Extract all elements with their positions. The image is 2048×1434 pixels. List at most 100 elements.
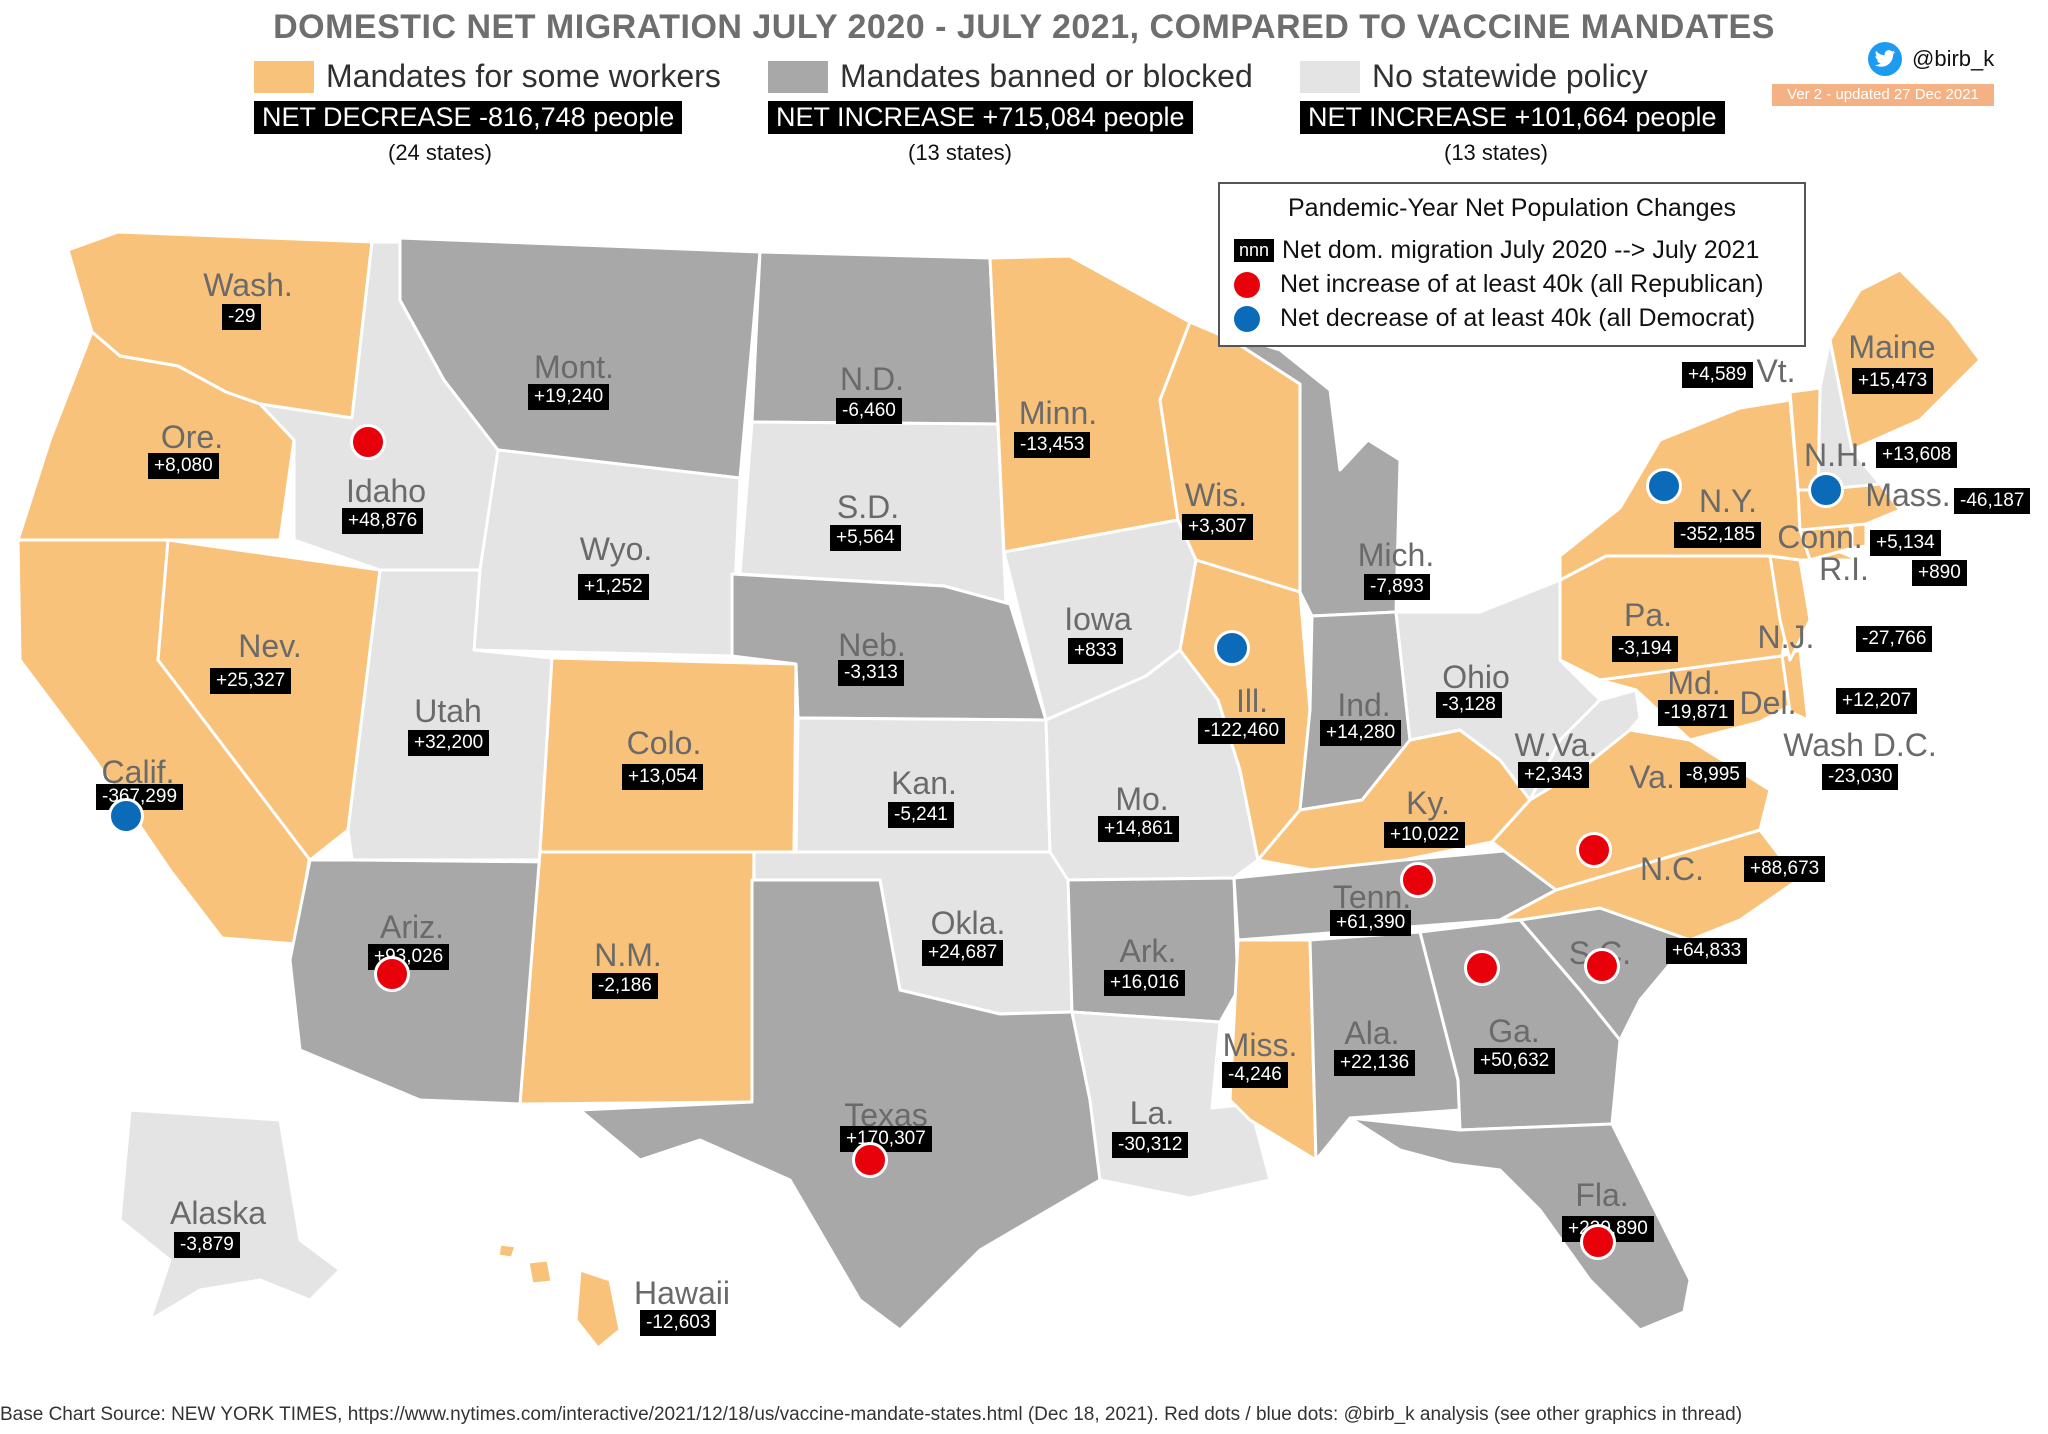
state-name-r-i: R.I. (1819, 551, 1869, 587)
state-name-conn: Conn. (1777, 519, 1862, 555)
state-name-neb: Neb. (838, 627, 906, 663)
state-shape-mich (1188, 320, 1402, 618)
legend-blue-text: Net decrease of at least 40k (all Democr… (1280, 304, 1756, 332)
state-name-n-y: N.Y. (1699, 483, 1757, 519)
twitter-handle: @birb_k (1912, 46, 1995, 71)
population-change-legend: Pandemic-Year Net Population Changes nnn… (1218, 182, 1806, 347)
state-shape-alaska (118, 1108, 342, 1322)
state-name-tenn: Tenn. (1333, 879, 1411, 915)
migration-value-md: -19,871 (1658, 700, 1735, 726)
net-change-badge: NET DECREASE -816,748 people (254, 101, 683, 134)
state-shape-texas (578, 878, 1102, 1332)
version-note: Ver 2 - updated 27 Dec 2021 (1772, 84, 1994, 106)
twitter-credit: @birb_k (1868, 42, 1994, 76)
state-name-ariz: Ariz. (380, 909, 444, 945)
migration-value-ga: +50,632 (1474, 1048, 1556, 1074)
blue-dot-calif (108, 798, 144, 834)
red-dot-s-c (1584, 948, 1620, 984)
red-dot-texas (852, 1142, 888, 1178)
migration-value-n-j: -27,766 (1856, 626, 1933, 652)
legend-row-blue: Net decrease of at least 40k (all Democr… (1234, 304, 1755, 333)
legend-migration-text: Net dom. migration July 2020 --> July 20… (1282, 236, 1760, 264)
migration-value-alaska: -3,879 (174, 1232, 240, 1258)
swatch-orange (254, 60, 314, 93)
migration-value-mont: +19,240 (528, 384, 610, 410)
legend-title: Pandemic-Year Net Population Changes (1288, 194, 1736, 222)
state-name-ind: Ind. (1337, 687, 1390, 723)
migration-value-okla: +24,687 (922, 940, 1004, 966)
migration-value-wash: -29 (222, 304, 262, 330)
legend-label: Mandates banned or blocked (840, 58, 1253, 94)
state-name-wash: Wash. (203, 267, 293, 303)
state-name-ore: Ore. (161, 419, 223, 455)
migration-value-wash-d-c: -23,030 (1822, 764, 1899, 790)
red-dot-ga (1464, 950, 1500, 986)
migration-value-mich: -7,893 (1364, 574, 1430, 600)
state-name-la: La. (1130, 1095, 1174, 1131)
legend-mandates-banned: Mandates banned or blocked NET INCREASE … (768, 58, 1253, 165)
legend-label: Mandates for some workers (326, 58, 721, 94)
state-shape-wyo (472, 448, 742, 658)
state-name-ga: Ga. (1488, 1013, 1540, 1049)
state-name-pa: Pa. (1624, 597, 1672, 633)
state-name-wis: Wis. (1185, 477, 1247, 513)
migration-value-pa: -3,194 (1612, 636, 1678, 662)
state-name-n-d: N.D. (840, 361, 904, 397)
migration-value-n-d: -6,460 (836, 398, 902, 424)
red-dot-icon (1234, 271, 1260, 298)
migration-value-r-i: +890 (1912, 560, 1967, 586)
migration-value-texas: +170,307 (840, 1126, 932, 1152)
net-change-badge: NET INCREASE +101,664 people (1300, 101, 1725, 134)
state-name-del: Del. (1740, 685, 1797, 721)
state-name-minn: Minn. (1019, 395, 1097, 431)
state-shape-ariz (288, 858, 554, 1106)
migration-value-va: -8,995 (1680, 762, 1746, 788)
state-name-va: Va. (1629, 759, 1675, 795)
state-name-vt: Vt. (1756, 353, 1795, 389)
state-name-okla: Okla. (931, 905, 1006, 941)
migration-value-mo: +14,861 (1098, 816, 1180, 842)
migration-value-ohio: -3,128 (1436, 692, 1502, 718)
state-name-n-h: N.H. (1804, 437, 1868, 473)
migration-value-nev: +25,327 (210, 668, 292, 694)
migration-value-minn: -13,453 (1014, 432, 1091, 458)
migration-value-wis: +3,307 (1182, 514, 1253, 540)
state-name-alaska: Alaska (170, 1195, 266, 1231)
net-change-badge: NET INCREASE +715,084 people (768, 101, 1193, 134)
state-name-nev: Nev. (238, 628, 301, 664)
state-name-mont: Mont. (534, 349, 614, 385)
migration-value-iowa: +833 (1068, 638, 1123, 664)
state-name-kan: Kan. (891, 765, 957, 801)
red-dot-tenn (1400, 862, 1436, 898)
state-name-ohio: Ohio (1442, 659, 1510, 695)
state-name-w-va: W.Va. (1515, 727, 1598, 763)
blue-dot-n-y (1646, 468, 1682, 504)
blue-dot-ill (1214, 630, 1250, 666)
migration-value-maine: +15,473 (1852, 368, 1934, 394)
migration-value-ark: +16,016 (1104, 970, 1186, 996)
migration-value-s-d: +5,564 (830, 525, 901, 551)
swatch-gray (768, 60, 828, 93)
migration-value-la: -30,312 (1112, 1132, 1189, 1158)
state-shape-maine (1828, 268, 1982, 452)
swatch-light-gray (1300, 60, 1360, 93)
source-note: Base Chart Source: NEW YORK TIMES, https… (0, 1404, 1743, 1425)
state-name-idaho: Idaho (346, 473, 426, 509)
migration-value-miss: -4,246 (1222, 1062, 1288, 1088)
migration-value-mass: -46,187 (1954, 488, 2031, 514)
migration-value-n-m: -2,186 (592, 973, 658, 999)
red-dot-ariz (374, 956, 410, 992)
nnn-swatch: nnn (1234, 239, 1275, 262)
migration-value-w-va: +2,343 (1518, 762, 1589, 788)
migration-value-idaho: +48,876 (342, 508, 424, 534)
state-name-s-d: S.D. (837, 489, 899, 525)
red-dot-n-c (1576, 832, 1612, 868)
legend-mandates-some: Mandates for some workers NET DECREASE -… (254, 58, 721, 165)
legend-no-policy: No statewide policy NET INCREASE +101,66… (1300, 58, 1725, 165)
migration-value-n-c: +88,673 (1744, 856, 1826, 882)
migration-value-calif: -367,299 (96, 784, 184, 810)
legend-red-text: Net increase of at least 40k (all Republ… (1280, 270, 1764, 298)
migration-value-ala: +22,136 (1334, 1050, 1416, 1076)
legend-row-migration: nnn Net dom. migration July 2020 --> Jul… (1234, 236, 1759, 265)
